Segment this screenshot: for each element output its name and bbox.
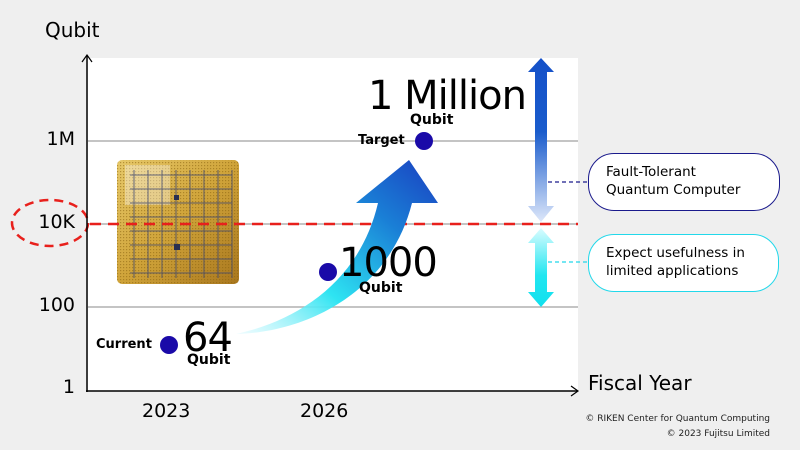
x-axis-arrowhead (570, 385, 580, 397)
callout-ft-line2: Quantum Computer (606, 182, 741, 198)
value-1-million: 1 Million (368, 73, 527, 119)
y-axis-title: Qubit (45, 18, 100, 42)
label-current: Current (96, 337, 152, 352)
y-axis-arrowhead (81, 53, 93, 63)
y-tick-10k: 10K (38, 211, 75, 233)
x-tick-2026: 2026 (300, 400, 349, 422)
y-tick-1m: 1M (46, 128, 75, 150)
x-axis-title: Fiscal Year (588, 371, 692, 395)
value-64: 64 (183, 315, 233, 361)
y-tick-1: 1 (62, 376, 75, 398)
callout-limited-applications: Expect usefulness in limited application… (588, 234, 779, 292)
y-tick-100: 100 (38, 294, 75, 316)
unit-64: Qubit (187, 352, 231, 368)
callout-lim-line2: limited applications (606, 263, 739, 279)
point-target (415, 132, 433, 150)
point-current (160, 336, 178, 354)
x-tick-2023: 2023 (142, 400, 191, 422)
credit-fujitsu: © 2023 Fujitsu Limited (666, 429, 770, 439)
callout-ft-line1: Fault-Tolerant (606, 164, 696, 180)
callout-lim-line1: Expect usefulness in (606, 245, 745, 261)
unit-1000: Qubit (359, 280, 403, 296)
chip-image (117, 160, 239, 284)
credit-riken: © RIKEN Center for Quantum Computing (585, 414, 770, 424)
ft-range-arrow (528, 58, 554, 222)
growth-arrow (236, 160, 438, 334)
callout-fault-tolerant: Fault-Tolerant Quantum Computer (588, 153, 780, 211)
point-2026 (319, 263, 337, 281)
highlight-10k-ellipse (10, 198, 90, 248)
unit-1-million: Qubit (410, 112, 454, 128)
limited-range-arrow (528, 228, 554, 307)
label-target: Target (358, 133, 405, 148)
value-1000: 1000 (339, 240, 438, 286)
